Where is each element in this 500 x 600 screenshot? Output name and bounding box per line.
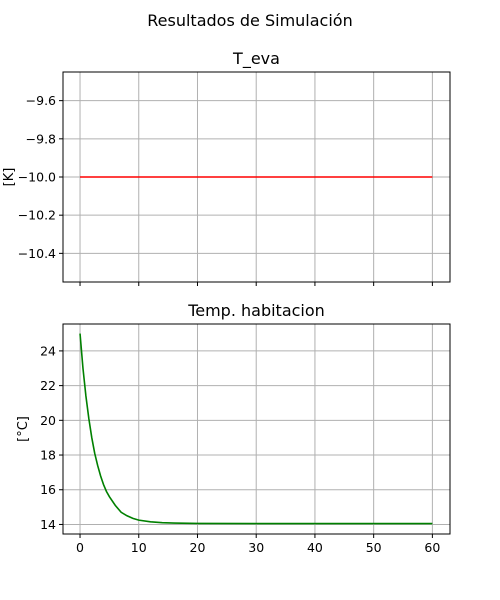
ticks: 0 10 20 30 40 50 60 14 16 18 20 22 24 [40,343,440,555]
x-tick-label: 60 [424,540,440,555]
x-tick-label: 30 [248,540,264,555]
ticks: −10.4 −10.2 −10.0 −9.8 −9.6 [18,93,433,286]
y-tick-label: −10.0 [18,170,56,185]
x-tick-label: 0 [76,540,84,555]
y-tick-label: −9.8 [26,131,56,146]
y-tick-label: −9.6 [26,93,56,108]
panel-title: Temp. habitacion [187,301,325,320]
panel-temp-habitacion: Temp. habitacion 0 10 20 30 40 50 60 14 16 18 20 22… [16,301,451,555]
figure-title: Resultados de Simulación [147,11,352,30]
x-tick-label: 40 [307,540,323,555]
y-tick-label: 20 [40,413,56,428]
panel-t-eva: T_eva −10.4 −10.2 −10.0 −9.8 −9.6 [K] [2,49,451,286]
series-layer [79,333,433,525]
x-tick-label: 10 [131,540,147,555]
y-tick-label: 24 [40,343,56,358]
y-tick-label: 16 [40,482,56,497]
y-axis-label: [°C] [16,416,31,442]
series-line [79,333,433,525]
y-tick-label: 14 [40,517,56,532]
x-tick-label: 50 [366,540,382,555]
y-tick-label: −10.2 [18,208,56,223]
grid [63,324,450,534]
y-axis-label: [K] [2,168,17,187]
panel-title: T_eva [232,49,280,69]
y-tick-label: 22 [40,378,56,393]
y-tick-label: −10.4 [18,246,56,261]
y-tick-label: 18 [40,448,56,463]
x-tick-label: 20 [190,540,206,555]
